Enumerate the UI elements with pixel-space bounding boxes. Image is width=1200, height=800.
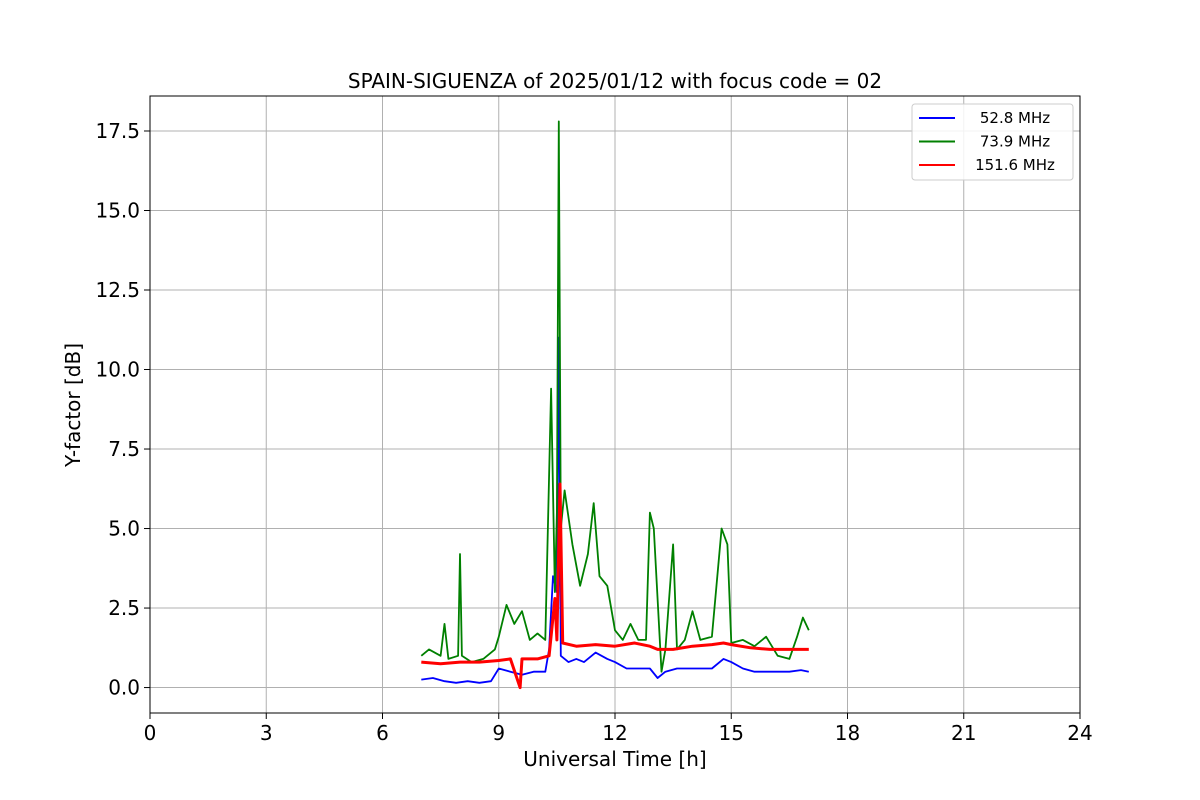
- y-tick-label: 5.0: [108, 517, 140, 541]
- axis-ticks: 0 3 6 9 12 15 18 21 24 0.0 2.5 5.0 7.5 10.0 12.5 15.0 17…: [95, 119, 1092, 745]
- legend-box: [911, 103, 1074, 181]
- legend-label: 73.9 MHz: [980, 133, 1050, 151]
- series-line-3: [421, 482, 809, 690]
- x-tick-label: 15: [719, 721, 744, 745]
- x-tick-label: 0: [144, 721, 157, 745]
- x-tick-label: 12: [602, 721, 627, 745]
- y-tick-label: 10.0: [95, 358, 140, 382]
- legend: 52.8 MHz 73.9 MHz 151.6 MHz: [911, 103, 1074, 181]
- x-tick-label: 18: [835, 721, 860, 745]
- series-line-1: [421, 336, 809, 684]
- x-tick-label: 3: [260, 721, 273, 745]
- y-tick-label: 12.5: [95, 278, 140, 302]
- y-tick-label: 2.5: [108, 596, 140, 620]
- legend-label: 151.6 MHz: [975, 156, 1055, 174]
- x-tick-label: 21: [951, 721, 976, 745]
- y-tick-label: 7.5: [108, 437, 140, 461]
- x-tick-label: 6: [376, 721, 389, 745]
- legend-label: 52.8 MHz: [980, 109, 1050, 127]
- series-lines: [420, 120, 810, 690]
- chart-title: SPAIN-SIGUENZA of 2025/01/12 with focus …: [348, 69, 882, 93]
- x-axis-label: Universal Time [h]: [523, 747, 706, 771]
- y-tick-label: 0.0: [108, 676, 140, 700]
- y-axis-label: Y-factor [dB]: [61, 343, 85, 468]
- x-tick-label: 24: [1067, 721, 1092, 745]
- y-tick-label: 15.0: [95, 198, 140, 222]
- x-tick-label: 9: [492, 721, 505, 745]
- y-tick-label: 17.5: [95, 119, 140, 143]
- series-line-2: [420, 120, 810, 673]
